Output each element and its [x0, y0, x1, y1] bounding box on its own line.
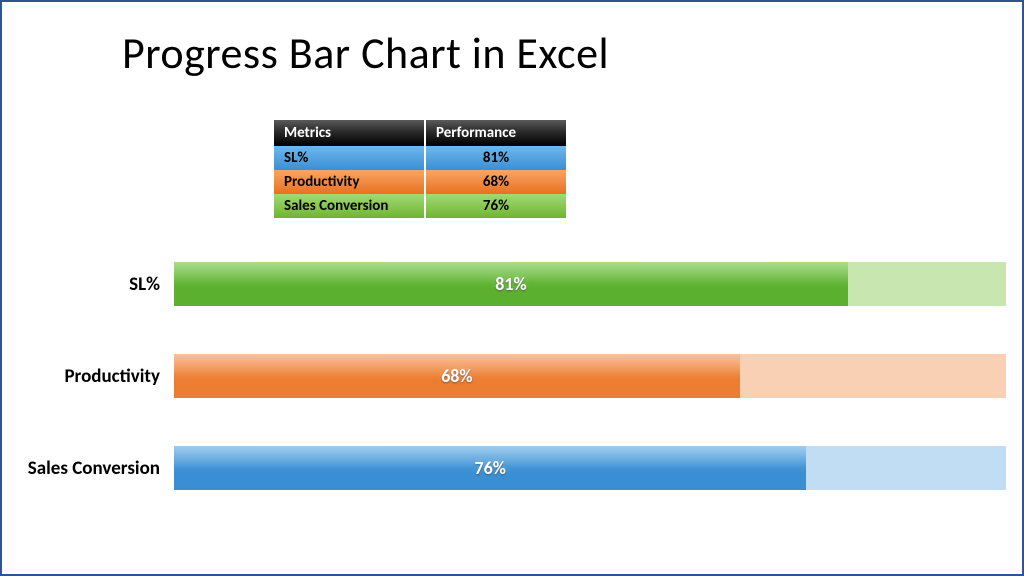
- table-cell-value: 81%: [426, 146, 566, 170]
- progress-chart: SL% 81% Productivity 68% Sales Conversio…: [2, 262, 1024, 538]
- chart-row: Productivity 68%: [2, 354, 1024, 398]
- bar-value-text: 81%: [495, 273, 526, 295]
- table-row: Sales Conversion 76%: [274, 194, 566, 218]
- bar-label: Sales Conversion: [2, 457, 174, 480]
- bar-track: 68%: [174, 354, 1006, 398]
- table-header-performance: Performance: [426, 120, 566, 146]
- table-row: SL% 81%: [274, 146, 566, 170]
- table-header-metrics: Metrics: [274, 120, 424, 146]
- table-cell-value: 76%: [426, 194, 566, 218]
- bar-fill: 81%: [174, 262, 848, 306]
- table-row: Productivity 68%: [274, 170, 566, 194]
- table-cell-value: 68%: [426, 170, 566, 194]
- table-cell-label: Productivity: [274, 170, 424, 194]
- bar-track: 76%: [174, 446, 1006, 490]
- bar-fill: 76%: [174, 446, 806, 490]
- chart-row: SL% 81%: [2, 262, 1024, 306]
- bar-label: Productivity: [2, 365, 174, 388]
- chart-row: Sales Conversion 76%: [2, 446, 1024, 490]
- bar-fill: 68%: [174, 354, 740, 398]
- page-title: Progress Bar Chart in Excel: [122, 26, 609, 80]
- bar-value-text: 76%: [474, 457, 505, 479]
- bar-label: SL%: [2, 273, 174, 296]
- bar-track: 81%: [174, 262, 1006, 306]
- bar-value-text: 68%: [441, 365, 472, 387]
- metrics-table: Metrics Performance SL% 81% Productivity…: [272, 120, 568, 218]
- table-cell-label: SL%: [274, 146, 424, 170]
- table-cell-label: Sales Conversion: [274, 194, 424, 218]
